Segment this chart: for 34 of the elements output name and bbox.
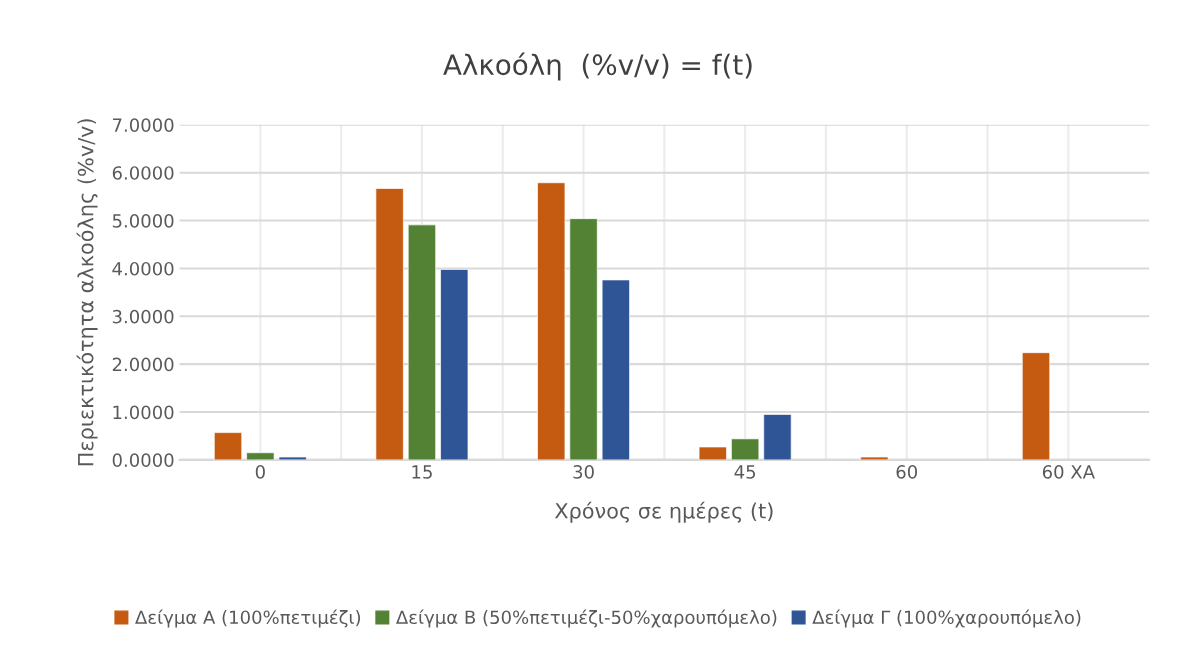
legend-label: Δείγμα Β (50%πετιμέζι-50%χαρουπόμελο): [396, 609, 777, 628]
x-tick-label: 60 XA: [1042, 465, 1095, 479]
x-tick-label: 45: [734, 465, 756, 479]
x-axis-title: Χρόνος σε ημέρες (t): [554, 501, 773, 523]
x-tick-label: 0: [255, 465, 265, 479]
x-tick-label: 30: [573, 465, 594, 479]
bar: [860, 456, 889, 460]
bar: [698, 446, 727, 460]
y-tick-label: 5.0000: [112, 214, 174, 228]
bar: [1021, 352, 1051, 460]
y-axis-title: Περιεκτικότητα αλκοόλης (%v/v): [76, 119, 98, 466]
y-tick-label: 1.0000: [113, 405, 174, 420]
bar: [407, 224, 437, 460]
bar: [601, 279, 630, 460]
bar: [763, 414, 792, 460]
y-tick-label: 6.0000: [112, 166, 174, 180]
y-tick-label: 3.0000: [112, 309, 174, 324]
bar: [440, 269, 469, 460]
legend-label: Δείγμα Α (100%πετιμέζι): [135, 609, 361, 628]
chart-title: Αλκοόλη (%v/v) = f(t): [443, 52, 752, 81]
y-tick-label: 7.0000: [112, 118, 174, 132]
x-tick-label: 15: [412, 465, 432, 479]
bar: [278, 456, 307, 460]
bar: [731, 438, 760, 460]
bar: [246, 452, 275, 460]
y-tick-label: 0.0000: [112, 453, 174, 468]
bar: [375, 188, 404, 460]
x-tick-label: 60: [896, 465, 918, 479]
y-tick-label: 4.0000: [112, 261, 174, 276]
bar: [537, 182, 566, 460]
bar: [569, 218, 598, 460]
legend-label: Δείγμα Γ (100%χαρουπόμελο): [812, 609, 1081, 628]
y-tick-label: 2.0000: [112, 357, 174, 372]
bar: [213, 432, 243, 460]
